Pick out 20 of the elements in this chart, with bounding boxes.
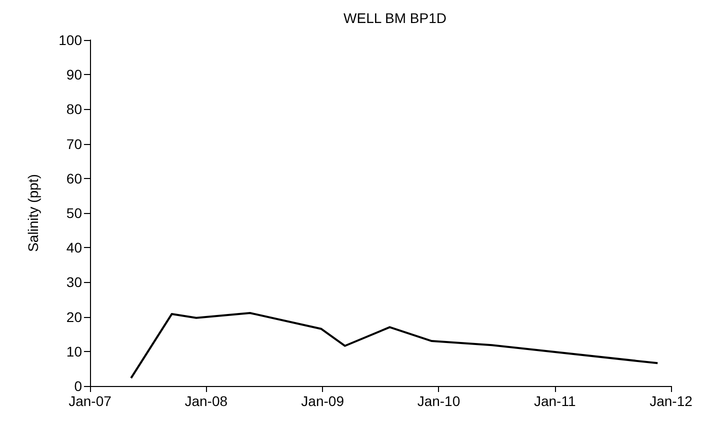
y-tick-label: 80	[66, 101, 82, 118]
y-tick-label: 70	[66, 136, 82, 152]
y-tick-label: 20	[66, 308, 82, 325]
x-tick-label: Jan-12	[650, 393, 693, 409]
line-series	[130, 312, 659, 380]
y-tick-label: 60	[66, 170, 82, 186]
x-tick-label: Jan-11	[534, 393, 576, 409]
x-tick-label: Jan-07	[68, 393, 112, 409]
y-tick-label: 0	[74, 378, 82, 394]
y-axis-title: Salinity (ppt)	[25, 174, 41, 252]
x-tick-label: Jan-08	[184, 393, 228, 409]
x-tick-label: Jan-09	[301, 393, 344, 409]
y-tick-label: 40	[66, 240, 82, 256]
y-tick-label: 90	[66, 66, 82, 83]
y-tick-label: 50	[66, 205, 82, 221]
y-tick-label: 10	[66, 343, 82, 360]
chart-title: WELL BM BP1D	[344, 10, 446, 26]
x-tick-label: Jan-10	[417, 393, 460, 409]
y-tick-label: 30	[66, 274, 82, 290]
y-tick-label: 100	[58, 32, 82, 48]
